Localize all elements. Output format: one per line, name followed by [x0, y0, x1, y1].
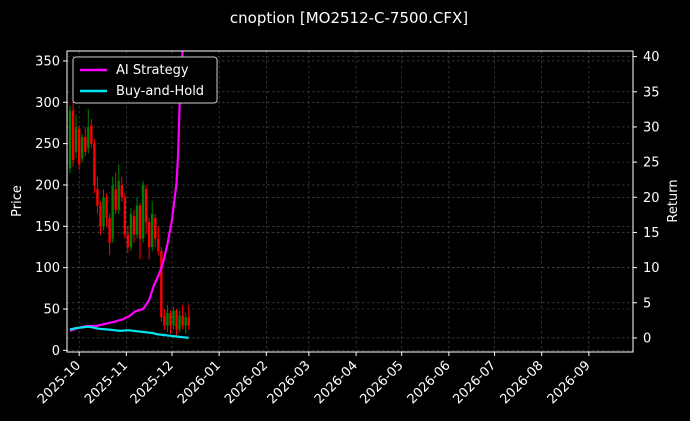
candle-body — [172, 310, 175, 326]
x-tick-label: 2026-08 — [498, 358, 547, 407]
candle-body — [157, 238, 160, 252]
candle-body — [178, 315, 181, 330]
candle-body — [74, 127, 78, 152]
candle-body — [181, 315, 184, 326]
x-tick-label: 2025-10 — [35, 358, 84, 407]
candle-body — [151, 213, 154, 247]
chart-title: cnoption [MO2512-C-7500.CFX] — [230, 9, 468, 27]
candle-body — [105, 197, 108, 219]
y-left-tick-label: 250 — [35, 137, 60, 152]
candle-body — [160, 251, 163, 318]
y-left-tick-label: 150 — [35, 220, 60, 235]
y-axis-right: 0 5 10 15 20 25 30 35 40 — [633, 50, 660, 346]
y-right-tick-label: 10 — [643, 261, 660, 276]
candle-body — [81, 137, 84, 159]
candle-body — [126, 234, 130, 247]
x-tick-label: 2026-05 — [358, 358, 407, 407]
candle-body — [141, 184, 145, 239]
legend-label-ai-strategy: AI Strategy — [116, 63, 189, 78]
x-tick-label: 2025-11 — [82, 358, 131, 407]
y-axis-right-label: Return — [666, 179, 681, 222]
x-tick-label: 2026-09 — [545, 358, 594, 407]
candle-body — [68, 110, 72, 169]
y-left-tick-label: 0 — [52, 344, 60, 359]
series-line-buy-and-hold — [69, 325, 189, 339]
candle-body — [93, 143, 96, 185]
legend-label-buy-and-hold: Buy-and-Hold — [116, 84, 204, 99]
y-right-tick-label: 35 — [643, 85, 660, 100]
candle-body — [147, 222, 151, 247]
y-left-tick-label: 300 — [35, 96, 60, 111]
legend-box — [72, 56, 218, 104]
y-right-tick-label: 0 — [643, 331, 651, 346]
x-tick-label: 2026-07 — [450, 358, 499, 407]
x-tick-label: 2026-01 — [175, 358, 224, 407]
candle-body — [111, 184, 114, 239]
grid — [67, 51, 633, 352]
candle-body — [123, 197, 127, 235]
candle-body — [87, 127, 90, 148]
candle-body — [90, 125, 93, 144]
x-tick-label: 2026-06 — [405, 358, 454, 407]
y-left-tick-label: 350 — [35, 54, 60, 69]
x-tick-label: 2025-12 — [128, 358, 177, 407]
x-axis: 2025-102025-112025-122026-012026-022026-… — [35, 352, 594, 407]
candle-body — [108, 218, 111, 243]
y-right-tick-label: 20 — [643, 191, 660, 206]
candle-body — [138, 205, 142, 239]
candle-body — [175, 310, 178, 330]
x-tick-label: 2026-04 — [312, 358, 361, 407]
plot-frame — [66, 50, 634, 353]
candle-body — [77, 128, 81, 165]
candle-body — [154, 218, 157, 239]
candle-body — [129, 213, 133, 247]
candle-body — [132, 216, 136, 235]
legend: AI Strategy Buy-and-Hold — [72, 56, 218, 104]
x-tick-label: 2026-02 — [222, 358, 271, 407]
candle-body — [117, 180, 120, 210]
candlestick-series — [68, 102, 190, 336]
candle-body — [120, 184, 123, 198]
candle-body — [184, 317, 187, 326]
candle-body — [102, 197, 105, 227]
y-axis-left: 0 50 100 150 200 250 300 350 — [35, 54, 67, 359]
candle-body — [163, 315, 166, 326]
x-tick-label: 2026-03 — [265, 358, 314, 407]
y-right-tick-label: 40 — [643, 50, 660, 65]
line-series — [69, 51, 189, 339]
candle-body — [144, 189, 148, 223]
y-axis-left-label: Price — [10, 185, 25, 217]
candle-body — [187, 317, 190, 326]
y-right-tick-label: 25 — [643, 156, 660, 171]
y-left-tick-label: 100 — [35, 261, 60, 276]
candle-body — [135, 205, 139, 235]
y-left-tick-label: 200 — [35, 178, 60, 193]
series-line-ai-strategy — [69, 51, 184, 332]
y-left-tick-label: 50 — [43, 303, 60, 318]
y-right-tick-label: 30 — [643, 120, 660, 135]
candle-body — [84, 137, 87, 152]
candle-body — [169, 313, 172, 326]
candle-body — [114, 189, 117, 210]
candle-body — [99, 205, 102, 227]
candle-body — [96, 189, 99, 206]
candle-body — [166, 313, 169, 326]
y-right-tick-label: 15 — [643, 226, 660, 241]
candle-body — [71, 110, 75, 161]
y-right-tick-label: 5 — [643, 296, 651, 311]
